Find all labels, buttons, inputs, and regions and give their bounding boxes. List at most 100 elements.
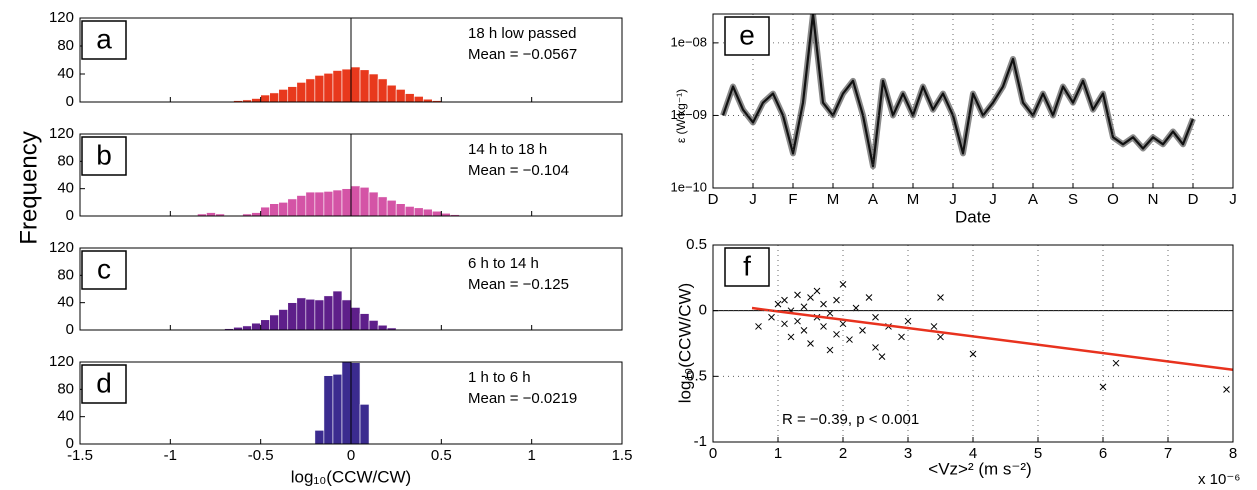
plot-area — [188, 134, 460, 216]
point — [937, 333, 944, 341]
y-tick-label: 0 — [66, 93, 74, 110]
panel-label-box — [81, 364, 127, 404]
x-tick-label: 3 — [904, 445, 912, 462]
point — [898, 333, 905, 341]
panel-label: f — [743, 250, 751, 281]
bar — [305, 191, 316, 216]
point — [865, 294, 873, 301]
annotation: 1 h to 6 h — [468, 369, 531, 386]
y-tick-label: 80 — [57, 152, 74, 169]
x-axis-label: log₁₀(CCW/CW) — [291, 467, 411, 486]
bar — [278, 202, 289, 216]
bar — [395, 89, 406, 102]
bar — [296, 297, 307, 330]
axes-frame — [712, 244, 1234, 443]
y-tick-label: 1e−09 — [670, 107, 707, 122]
y-tick-label: 40 — [57, 65, 74, 82]
bar — [269, 314, 280, 330]
point — [774, 300, 782, 308]
annotation: 18 h low passed — [468, 25, 576, 42]
bar — [359, 69, 370, 102]
point — [833, 296, 840, 304]
line — [721, 14, 1195, 168]
panel-label-box — [81, 20, 127, 60]
bar — [260, 94, 270, 102]
point — [768, 313, 775, 321]
bar — [377, 78, 388, 102]
bar — [350, 307, 361, 330]
x-tick-label: S — [1068, 191, 1078, 208]
bar — [341, 68, 352, 102]
y-tick-label: 0.5 — [686, 236, 707, 253]
point — [1099, 383, 1107, 391]
annotation: 6 h to 14 h — [468, 255, 539, 272]
bar — [377, 196, 388, 216]
bar — [350, 66, 361, 102]
y-tick-label: 80 — [57, 37, 74, 54]
x-tick-label: 4 — [969, 445, 977, 462]
bar — [305, 298, 316, 330]
y-tick-label: -1 — [694, 433, 707, 450]
x-tick-label: O — [1107, 191, 1119, 208]
point — [878, 353, 886, 360]
panel-label-box — [81, 136, 127, 176]
x-tick-label: J — [989, 191, 997, 208]
point — [872, 344, 879, 351]
y-axis-label: log₁₀(CCW/CW) — [675, 283, 694, 403]
point — [781, 296, 788, 304]
bar — [350, 362, 361, 444]
point — [839, 281, 847, 288]
bar — [359, 404, 370, 444]
bar — [323, 73, 334, 102]
x-tick-label: M — [907, 191, 920, 208]
point — [1112, 359, 1120, 367]
x-tick-label: J — [1229, 191, 1237, 208]
x-tick-label: 5 — [1034, 445, 1042, 462]
y-tick-label: 120 — [49, 353, 74, 370]
bar — [323, 191, 334, 216]
bar — [368, 73, 379, 102]
point — [794, 291, 801, 299]
x-tick-label: A — [868, 191, 878, 208]
point — [859, 327, 866, 334]
point — [807, 340, 814, 347]
bar — [413, 207, 424, 216]
bar — [368, 320, 379, 330]
y-tick-label: 1e−10 — [670, 179, 707, 194]
panel-label: d — [96, 367, 112, 398]
y-tick-label: 120 — [49, 125, 74, 142]
bar — [359, 187, 370, 216]
bar — [314, 191, 325, 216]
point — [755, 323, 762, 330]
bar — [287, 86, 298, 102]
plot-area — [224, 248, 406, 330]
y-tick-label: 0 — [699, 302, 707, 319]
y-tick-label: 80 — [57, 266, 74, 283]
bar — [332, 373, 343, 444]
x-tick-label: 8 — [1229, 445, 1237, 462]
point — [800, 327, 808, 334]
x-tick-label: 7 — [1164, 445, 1172, 462]
axes-frame — [79, 361, 623, 445]
x-tick-label: -1 — [164, 447, 177, 464]
bar — [251, 212, 261, 216]
x-tick-label: D — [708, 191, 719, 208]
y-tick-label: 0 — [66, 207, 74, 224]
bar — [314, 430, 325, 444]
x-tick-label: 0.5 — [431, 447, 452, 464]
bar — [332, 290, 343, 330]
panel-label-box — [724, 247, 770, 287]
y-axis-label: ε (W kg⁻¹) — [674, 89, 688, 143]
bar — [314, 75, 325, 102]
point — [937, 294, 944, 301]
x-tick-label: J — [749, 191, 757, 208]
x-tick-label: N — [1148, 191, 1159, 208]
bar — [359, 313, 370, 330]
y-tick-label: -0.5 — [681, 367, 707, 384]
x-tick-label: A — [1028, 191, 1038, 208]
bar — [269, 203, 280, 216]
panel-label: a — [96, 23, 112, 54]
bar — [323, 375, 334, 444]
axes-frame — [712, 13, 1234, 189]
bar — [305, 78, 316, 102]
